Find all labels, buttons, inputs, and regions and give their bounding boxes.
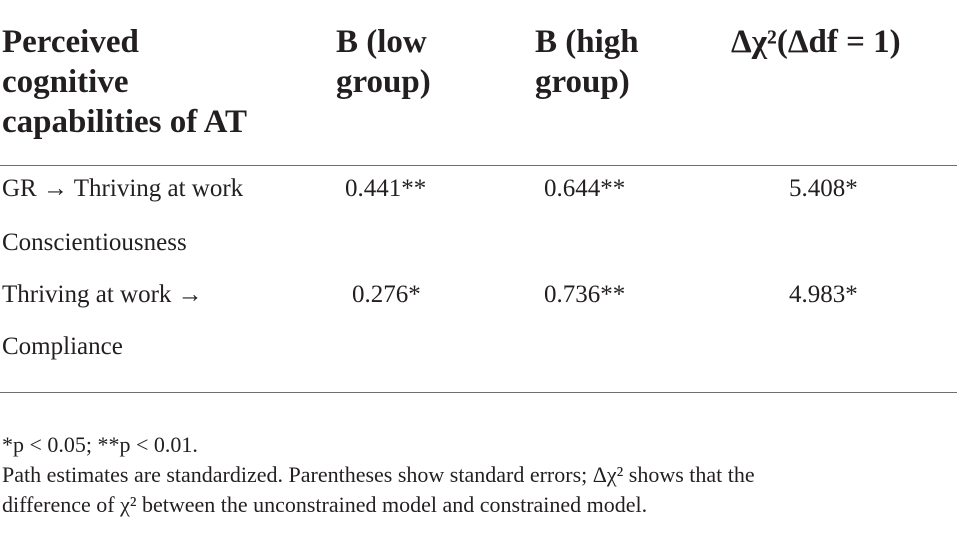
row-high-value: 0.736** <box>544 281 626 308</box>
header-line: Perceived <box>2 24 139 60</box>
header-line: capabilities of AT <box>2 104 248 140</box>
row-delta-chi2-value: 4.983* <box>789 281 858 308</box>
header-line: group) <box>336 64 431 100</box>
row-low-value: 0.441** <box>345 175 427 202</box>
bottom-rule <box>0 392 957 393</box>
footnote-line: difference of χ² between the unconstrain… <box>2 492 648 517</box>
header-delta-chi-square: Δχ²(Δdf = 1) <box>731 24 901 60</box>
header-perceived-capabilities: Perceived cognitive capabilities of AT <box>2 22 302 142</box>
row-path-conscientiousness: Conscientiousness <box>2 229 187 256</box>
header-b-low-group: B (low group) <box>336 22 496 102</box>
row-high-value: 0.644** <box>544 175 626 202</box>
row-low-value: 0.276* <box>352 281 421 308</box>
header-line: B (low <box>336 24 427 60</box>
header-b-high-group: B (high group) <box>535 22 695 102</box>
significance-note: *p < 0.05; **p < 0.01. <box>2 432 198 457</box>
header-line: B (high <box>535 24 639 60</box>
row-delta-chi2-value: 5.408* <box>789 175 858 202</box>
row-path-compliance: Compliance <box>2 333 123 360</box>
footnote-line: Path estimates are standardized. Parenth… <box>2 462 755 487</box>
header-line: group) <box>535 64 630 100</box>
row-path-thriving-arrow: Thriving at work → <box>2 281 203 308</box>
row-path-gr-thriving: GR → Thriving at work <box>2 175 244 202</box>
header-rule <box>0 165 957 166</box>
header-line: cognitive <box>2 64 129 100</box>
table-footnotes: *p < 0.05; **p < 0.01. Path estimates ar… <box>2 430 952 520</box>
